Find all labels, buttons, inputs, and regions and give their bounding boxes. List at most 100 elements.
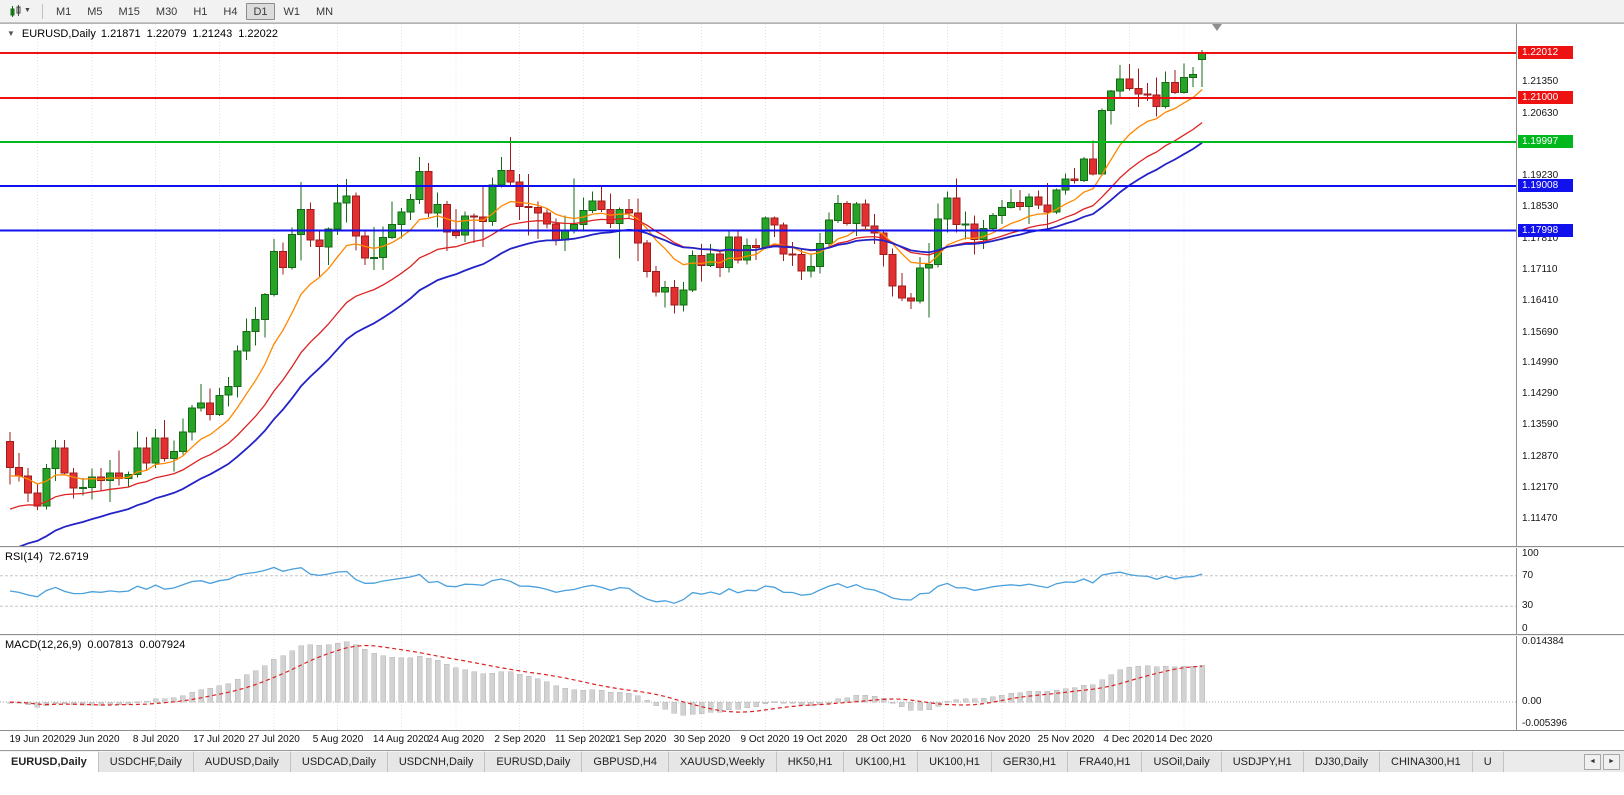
date-axis-label: 14 Aug 2020 [372, 734, 430, 745]
bottom-filler [0, 772, 1624, 795]
tab-scroll-right-button[interactable]: ► [1603, 753, 1620, 770]
low-value: 1.21243 [192, 28, 233, 40]
price-axis-label: 1.12170 [1522, 482, 1559, 493]
timeframe-button-h4[interactable]: H4 [223, 5, 238, 18]
moving-average-lines [9, 89, 1203, 546]
price-axis-label: 1.14990 [1522, 357, 1559, 368]
price-axis-label: 1.18530 [1522, 201, 1559, 212]
timeframe-button-w1[interactable]: W1 [283, 5, 301, 18]
price-axis[interactable]: 1.213501.206301.199301.192301.185301.178… [1516, 24, 1624, 546]
high-value: 1.22079 [146, 28, 187, 40]
chart-tab-usdjpy-h1[interactable]: USDJPY,H1 [1221, 751, 1304, 772]
price-axis-label: 1.20630 [1522, 108, 1559, 119]
chart-type-dropdown[interactable]: ▼ [4, 2, 36, 21]
rsi-label: RSI(14) 72.6719 [5, 551, 89, 563]
chart-tab-uk100-h1[interactable]: UK100,H1 [844, 751, 919, 772]
rsi-axis[interactable]: 100 70 30 0 [1516, 548, 1624, 634]
chart-tab-fra40-h1[interactable]: FRA40,H1 [1068, 751, 1143, 772]
date-axis-label: 16 Nov 2020 [973, 734, 1031, 745]
date-axis-label: 14 Dec 2020 [1155, 734, 1213, 745]
price-line-value-box: 1.17998 [1518, 224, 1573, 237]
rsi-chart-canvas[interactable] [0, 548, 1516, 634]
time-axis[interactable]: 19 Jun 2020 29 Jun 2020 8 Jul 2020 17 Jul 2… [0, 730, 1624, 750]
price-axis-label: 1.17810 [1522, 233, 1559, 244]
grid-lines [36, 548, 1185, 634]
chart-tab-ger30-h1[interactable]: GER30,H1 [991, 751, 1069, 772]
date-axis-label: 21 Sep 2020 [609, 734, 667, 745]
macd-signal-value: 0.007924 [139, 639, 186, 651]
grid-lines [36, 24, 1185, 546]
macd-histogram [7, 641, 1205, 716]
timeframe-button-m5[interactable]: M5 [87, 5, 103, 18]
macd-main-value: 0.007813 [87, 639, 134, 651]
horizontal-lines[interactable] [0, 52, 1516, 232]
chevron-down-icon: ▼ [24, 7, 31, 14]
macd-name: MACD(12,26,9) [5, 639, 82, 651]
chart-symbol-label: EURUSD,Daily [21, 28, 96, 40]
timeframe-button-m30[interactable]: M30 [155, 5, 178, 18]
timeframe-button-h1[interactable]: H1 [193, 5, 208, 18]
timeframe-button-m1[interactable]: M1 [55, 5, 72, 18]
close-value: 1.22022 [238, 28, 278, 40]
chart-title: ▼ EURUSD,Daily 1.21871 1.22079 1.21243 1… [5, 28, 278, 40]
rsi-axis-label: 30 [1522, 600, 1534, 611]
date-axis-label: 24 Aug 2020 [427, 734, 485, 745]
date-axis-label: 19 Jun 2020 [9, 734, 65, 745]
chart-tab-usdchf-daily[interactable]: USDCHF,Daily [98, 751, 194, 772]
price-axis-label: 1.11470 [1522, 513, 1558, 524]
timeframe-button-m15[interactable]: M15 [118, 5, 140, 18]
chart-menu-button[interactable]: ▼ [7, 29, 15, 38]
chart-tab-eurusd-daily[interactable]: EURUSD,Daily [485, 751, 583, 772]
price-axis-label: 1.12870 [1522, 451, 1559, 462]
date-axis-label: 9 Oct 2020 [740, 734, 790, 745]
candlesticks [6, 50, 1207, 510]
chart-tab-china300-h1[interactable]: CHINA300,H1 [1380, 751, 1473, 772]
macd-indicator-pane: MACD(12,26,9) 0.007813 0.007924 0.014384… [0, 636, 1624, 730]
date-axis-label: 29 Jun 2020 [64, 734, 120, 745]
chart-tab-usoil-daily[interactable]: USOil,Daily [1142, 751, 1222, 772]
price-chart-canvas[interactable] [0, 24, 1516, 546]
timeframe-button-mn[interactable]: MN [316, 5, 334, 18]
grid-lines [36, 636, 1185, 730]
timeframe-button-d1[interactable]: D1 [246, 2, 275, 20]
pane-splitter[interactable] [0, 634, 1624, 636]
chart-tabs: EURUSD,Daily USDCHF,Daily AUDUSD,Daily USDC… [0, 751, 1504, 772]
date-axis-label: 8 Jul 2020 [132, 734, 180, 745]
rsi-line [9, 566, 1203, 604]
price-axis-label: 1.15690 [1522, 327, 1559, 338]
chart-tab-u[interactable]: U [1472, 751, 1504, 772]
chart-tab-hk50-h1[interactable]: HK50,H1 [776, 751, 845, 772]
rsi-value: 72.6719 [48, 551, 89, 563]
chart-tab-usdcnh-daily[interactable]: USDCNH,Daily [387, 751, 486, 772]
tab-scroll-left-button[interactable]: ◄ [1584, 753, 1601, 770]
date-axis-label: 11 Sep 2020 [555, 734, 611, 745]
chart-tab-usdcad-daily[interactable]: USDCAD,Daily [290, 751, 388, 772]
chart-tab-dj30-daily[interactable]: DJ30,Daily [1303, 751, 1380, 772]
macd-chart-canvas[interactable] [0, 636, 1516, 730]
date-axis-label: 28 Oct 2020 [856, 734, 912, 745]
price-axis-label: 1.13590 [1522, 419, 1559, 430]
toolbar: ▼ M1 M5 M15 M30 H1 H4 D1 W1 MN [0, 0, 1624, 23]
price-line-value-box: 1.19997 [1518, 135, 1573, 148]
chart-tab-xauusd-weekly[interactable]: XAUUSD,Weekly [668, 751, 777, 772]
date-axis-label: 17 Jul 2020 [193, 734, 245, 745]
chart-tab-bar: EURUSD,Daily USDCHF,Daily AUDUSD,Daily USDC… [0, 750, 1624, 772]
price-axis-label: 1.16410 [1522, 295, 1559, 306]
price-axis-label: 1.19230 [1522, 170, 1559, 181]
chart-shift-marker[interactable] [1212, 24, 1222, 31]
chart-tab-gbpusd-h4[interactable]: GBPUSD,H4 [582, 751, 669, 772]
pane-splitter[interactable] [0, 546, 1624, 548]
macd-axis-label: -0.005396 [1522, 718, 1568, 729]
open-value: 1.21871 [100, 28, 141, 40]
macd-axis[interactable]: 0.014384 0.00 -0.005396 [1516, 636, 1624, 730]
candlestick-chart-icon [10, 4, 21, 17]
tab-scrollers: ◄ ► [1584, 751, 1624, 772]
chart-tab-uk100-h1[interactable]: UK100,H1 [918, 751, 992, 772]
date-axis-label: 4 Dec 2020 [1103, 734, 1155, 745]
macd-label: MACD(12,26,9) 0.007813 0.007924 [5, 639, 185, 651]
chart-tab-eurusd-daily[interactable]: EURUSD,Daily [0, 751, 99, 772]
chart-tab-audusd-daily[interactable]: AUDUSD,Daily [193, 751, 291, 772]
price-chart-pane: ▼ EURUSD,Daily 1.21871 1.22079 1.21243 1… [0, 24, 1624, 546]
price-line-value-box: 1.22012 [1518, 46, 1573, 59]
